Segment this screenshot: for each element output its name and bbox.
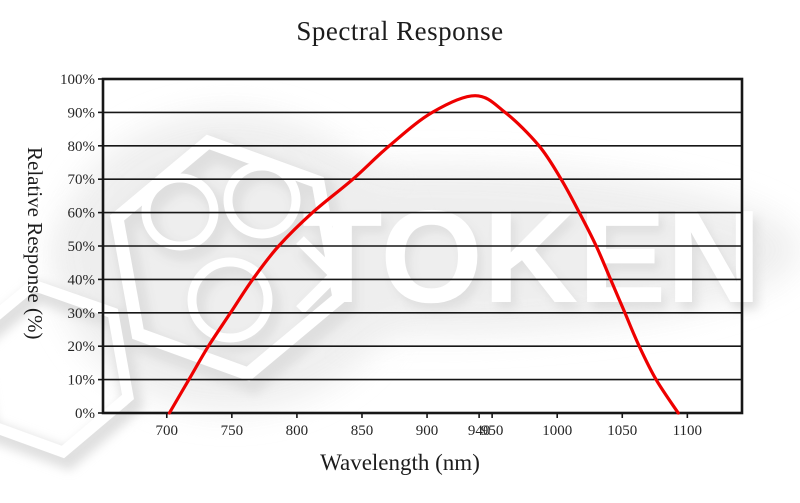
hexagon-logo-shape: [109, 134, 347, 382]
y-tick-label: 0%: [75, 406, 95, 422]
y-tick-label: 60%: [68, 206, 96, 222]
y-tick-label: 30%: [68, 306, 96, 322]
logo-circle: [223, 161, 301, 239]
y-tick-label: 90%: [68, 105, 96, 121]
x-tick-label: 940: [468, 423, 491, 439]
y-axis-title: Relative Response (%): [23, 147, 47, 340]
y-tick-label: 100%: [60, 72, 95, 88]
x-tick-label: 1050: [607, 423, 637, 439]
x-tick-label: 900: [416, 423, 439, 439]
chart-title: Spectral Response: [296, 16, 504, 46]
y-tick-label: 80%: [68, 139, 96, 155]
y-tick-label: 70%: [68, 172, 96, 188]
x-tick-label: 1000: [542, 423, 572, 439]
x-tick-label: 750: [221, 423, 244, 439]
x-tick-label: 950: [481, 423, 504, 439]
logo-circle: [187, 257, 273, 343]
x-tick-label: 800: [286, 423, 309, 439]
y-tick-label: 10%: [68, 373, 96, 389]
y-tick-label: 20%: [68, 339, 96, 355]
hexagon-logo-shape: [0, 278, 134, 459]
response-curve: [167, 94, 680, 415]
x-tick-label: 1100: [673, 423, 702, 439]
token-logo-watermark: TOKEN TOKEN: [0, 112, 800, 471]
x-axis-title: Wavelength (nm): [320, 450, 480, 475]
y-tick-label: 40%: [68, 272, 96, 288]
plot-area: 0% 10% 20% 30% 40% 50% 60% 70% 80% 90% 100% 700 750 8…: [60, 72, 744, 439]
x-tick-label: 700: [156, 423, 179, 439]
x-tick-label: 850: [351, 423, 374, 439]
watermark-text: TOKEN: [302, 183, 762, 330]
y-tick-label: 50%: [68, 239, 96, 255]
logo-chevron: [296, 236, 343, 314]
